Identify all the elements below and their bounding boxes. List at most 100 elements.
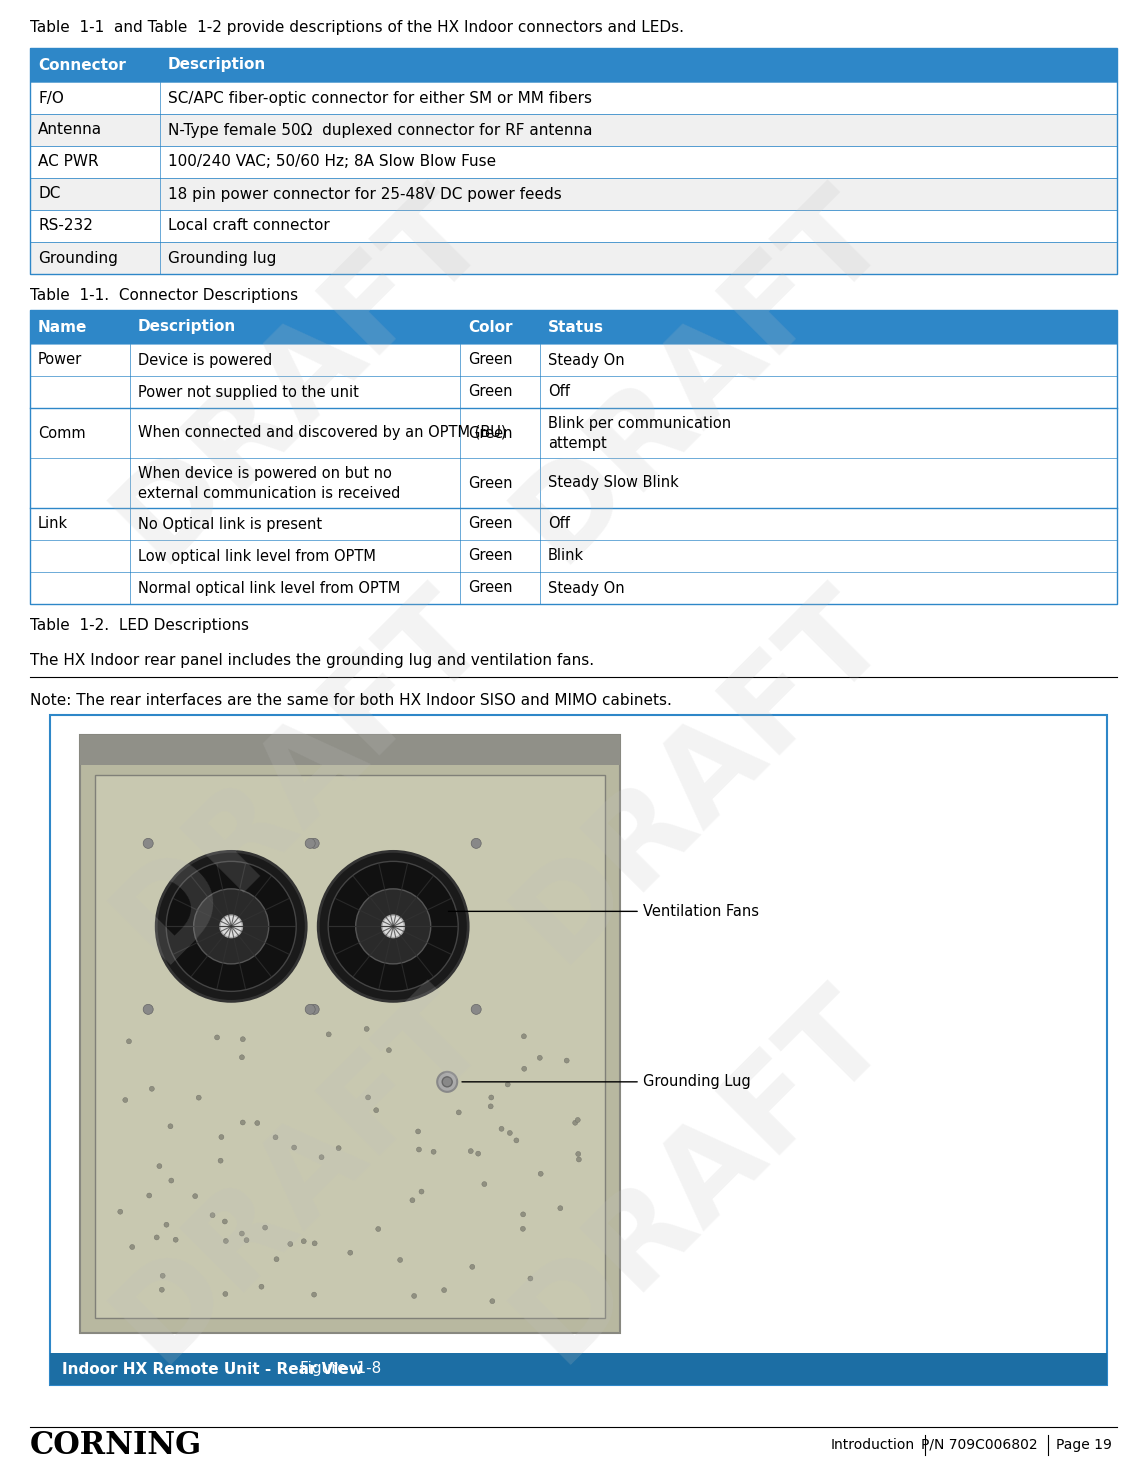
- Circle shape: [288, 1242, 292, 1246]
- Circle shape: [143, 1004, 154, 1015]
- Circle shape: [490, 1298, 494, 1304]
- Text: Indoor HX Remote Unit - Rear View: Indoor HX Remote Unit - Rear View: [62, 1361, 362, 1376]
- Circle shape: [220, 914, 242, 938]
- Text: Introduction: Introduction: [830, 1438, 915, 1451]
- Circle shape: [147, 1193, 151, 1198]
- Text: 100/240 VAC; 50/60 Hz; 8A Slow Blow Fuse: 100/240 VAC; 50/60 Hz; 8A Slow Blow Fuse: [167, 155, 497, 170]
- Circle shape: [576, 1118, 580, 1122]
- Circle shape: [522, 1066, 526, 1071]
- Circle shape: [302, 1239, 306, 1243]
- Circle shape: [387, 1047, 391, 1053]
- Circle shape: [240, 1055, 244, 1061]
- Circle shape: [194, 889, 268, 963]
- Circle shape: [521, 1212, 525, 1217]
- Text: AC PWR: AC PWR: [38, 155, 99, 170]
- FancyBboxPatch shape: [30, 572, 1117, 603]
- Circle shape: [471, 838, 482, 848]
- Circle shape: [312, 1292, 317, 1297]
- Circle shape: [419, 1189, 424, 1195]
- Circle shape: [130, 1245, 134, 1249]
- Circle shape: [576, 1152, 580, 1156]
- FancyBboxPatch shape: [50, 1353, 1107, 1385]
- Circle shape: [521, 1226, 525, 1232]
- Text: Ventilation Fans: Ventilation Fans: [643, 904, 759, 919]
- Circle shape: [507, 1130, 513, 1136]
- Circle shape: [326, 1032, 331, 1037]
- Text: Table  1-2.  LED Descriptions: Table 1-2. LED Descriptions: [30, 618, 249, 633]
- Circle shape: [412, 1294, 416, 1298]
- Text: Green: Green: [468, 475, 513, 491]
- Circle shape: [489, 1103, 493, 1109]
- Circle shape: [366, 1094, 370, 1100]
- Circle shape: [442, 1288, 446, 1292]
- Circle shape: [537, 1055, 543, 1061]
- FancyBboxPatch shape: [30, 344, 1117, 376]
- Circle shape: [305, 838, 315, 848]
- Text: Low optical link level from OPTM: Low optical link level from OPTM: [138, 549, 376, 563]
- Text: Table  1-1  and Table  1-2 provide descriptions of the HX Indoor connectors and : Table 1-1 and Table 1-2 provide descript…: [30, 21, 684, 35]
- FancyBboxPatch shape: [80, 735, 621, 766]
- Text: attempt: attempt: [548, 437, 607, 451]
- FancyBboxPatch shape: [30, 459, 1117, 507]
- Text: Table  1-1.  Connector Descriptions: Table 1-1. Connector Descriptions: [30, 288, 298, 302]
- Text: Local craft connector: Local craft connector: [167, 218, 329, 233]
- Circle shape: [223, 1218, 227, 1224]
- Text: Link: Link: [38, 516, 68, 531]
- Circle shape: [214, 1035, 219, 1040]
- Circle shape: [255, 1121, 259, 1125]
- Text: Normal optical link level from OPTM: Normal optical link level from OPTM: [138, 581, 400, 596]
- Circle shape: [167, 1124, 173, 1128]
- Text: Name: Name: [38, 320, 87, 335]
- Circle shape: [159, 1288, 164, 1292]
- Circle shape: [415, 1128, 421, 1134]
- Text: The HX Indoor rear panel includes the grounding lug and ventilation fans.: The HX Indoor rear panel includes the gr…: [30, 653, 594, 668]
- Circle shape: [218, 1158, 223, 1164]
- Text: Off: Off: [548, 516, 570, 531]
- Text: CORNING: CORNING: [30, 1429, 202, 1460]
- Circle shape: [166, 861, 296, 991]
- Text: When device is powered on but no: When device is powered on but no: [138, 466, 392, 481]
- Text: RS-232: RS-232: [38, 218, 93, 233]
- Text: DRAFT: DRAFT: [492, 968, 908, 1384]
- Text: DRAFT: DRAFT: [92, 167, 508, 583]
- Text: Description: Description: [138, 320, 236, 335]
- Circle shape: [244, 1238, 249, 1242]
- Circle shape: [274, 1257, 279, 1261]
- Circle shape: [319, 1155, 323, 1159]
- FancyBboxPatch shape: [30, 540, 1117, 572]
- Text: Blink: Blink: [548, 549, 584, 563]
- FancyBboxPatch shape: [30, 310, 1117, 344]
- Circle shape: [193, 1193, 197, 1199]
- FancyBboxPatch shape: [30, 209, 1117, 242]
- Circle shape: [305, 1004, 315, 1015]
- Circle shape: [522, 1034, 526, 1038]
- Circle shape: [169, 1179, 174, 1183]
- Text: DC: DC: [38, 186, 61, 202]
- Circle shape: [240, 1120, 245, 1125]
- Circle shape: [489, 1094, 493, 1100]
- FancyBboxPatch shape: [50, 715, 1107, 1385]
- Text: SC/APC fiber-optic connector for either SM or MM fibers: SC/APC fiber-optic connector for either …: [167, 90, 592, 106]
- Text: 18 pin power connector for 25-48V DC power feeds: 18 pin power connector for 25-48V DC pow…: [167, 186, 562, 202]
- Circle shape: [557, 1205, 563, 1211]
- Text: Off: Off: [548, 385, 570, 400]
- Text: Page 19: Page 19: [1056, 1438, 1111, 1451]
- Circle shape: [431, 1149, 436, 1155]
- Circle shape: [219, 1134, 224, 1140]
- Text: Steady Slow Blink: Steady Slow Blink: [548, 475, 679, 491]
- Text: N-Type female 50Ω  duplexed connector for RF antenna: N-Type female 50Ω duplexed connector for…: [167, 122, 593, 137]
- Circle shape: [538, 1171, 544, 1176]
- FancyBboxPatch shape: [30, 146, 1117, 178]
- Circle shape: [416, 1148, 421, 1152]
- Text: P/N 709C006802: P/N 709C006802: [921, 1438, 1038, 1451]
- Circle shape: [210, 1212, 214, 1218]
- Circle shape: [471, 1004, 482, 1015]
- Circle shape: [123, 1097, 127, 1102]
- Circle shape: [336, 1146, 341, 1150]
- Circle shape: [468, 1149, 474, 1153]
- Text: Antenna: Antenna: [38, 122, 102, 137]
- Text: DRAFT: DRAFT: [92, 566, 508, 982]
- Text: Grounding Lug: Grounding Lug: [643, 1074, 751, 1090]
- FancyBboxPatch shape: [95, 774, 604, 1319]
- FancyBboxPatch shape: [30, 114, 1117, 146]
